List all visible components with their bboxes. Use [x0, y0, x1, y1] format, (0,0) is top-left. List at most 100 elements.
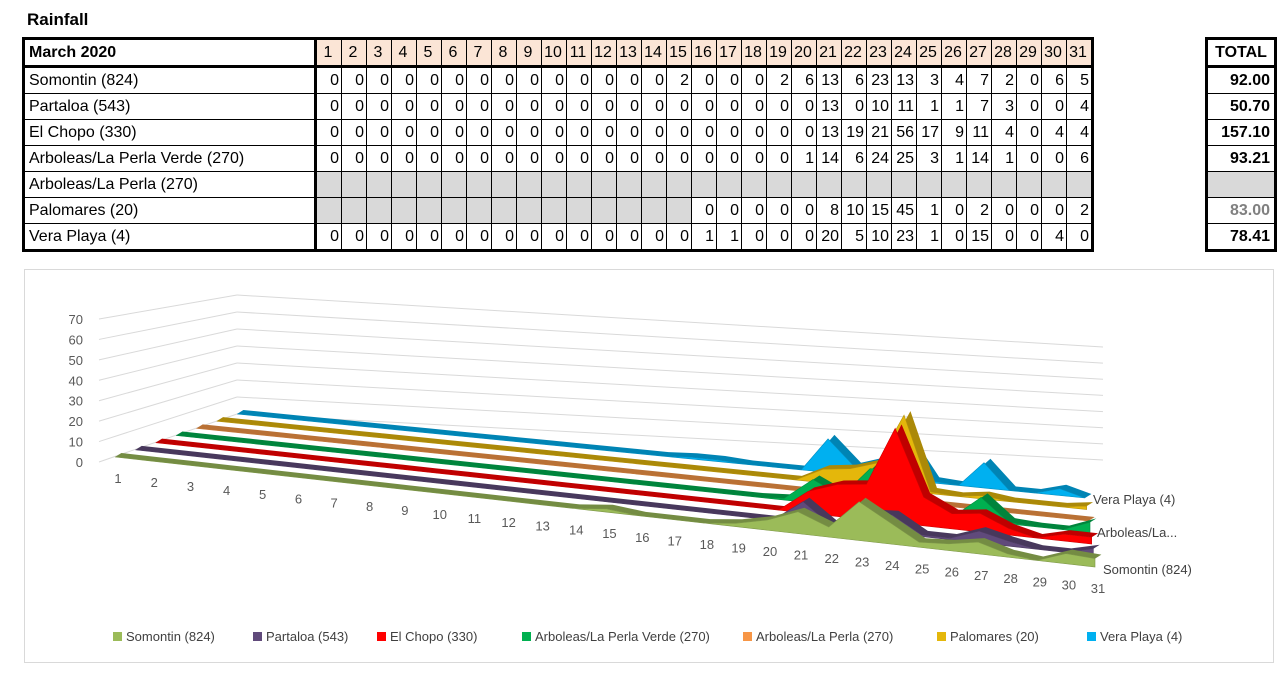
- x-tick-label: 19: [731, 541, 745, 556]
- rain-cell: 0: [616, 119, 642, 146]
- rain-cell: 2: [766, 66, 792, 94]
- rain-cell: 0: [366, 145, 392, 172]
- rain-cell: 6: [791, 66, 817, 94]
- rain-cell: 0: [791, 223, 817, 251]
- rain-cell: 6: [1041, 66, 1067, 94]
- rain-cell: 0: [341, 119, 367, 146]
- rain-cell: 0: [341, 145, 367, 172]
- rain-cell: [766, 171, 792, 198]
- day-header: 8: [491, 38, 517, 67]
- day-header: 29: [1016, 38, 1042, 67]
- rain-cell: [616, 197, 642, 224]
- rain-cell: 0: [1041, 93, 1067, 120]
- rain-cell: 0: [466, 119, 492, 146]
- rain-cell: [666, 197, 692, 224]
- x-tick-label: 30: [1062, 578, 1076, 593]
- rain-cell: 0: [391, 223, 417, 251]
- rain-cell: 0: [441, 223, 467, 251]
- series-ribbon: [135, 445, 1100, 553]
- legend-entry: Vera Playa (4): [1100, 629, 1182, 644]
- rain-cell: 0: [991, 197, 1017, 224]
- rain-cell: 3: [916, 66, 942, 94]
- rain-cell: [416, 171, 442, 198]
- x-tick-label: 14: [569, 522, 583, 537]
- rain-cell: [466, 171, 492, 198]
- rain-cell: 0: [941, 223, 967, 251]
- legend-swatch: [253, 632, 262, 641]
- rain-cell: 14: [816, 145, 842, 172]
- rain-cell: 5: [1066, 66, 1093, 94]
- rain-cell: 0: [366, 119, 392, 146]
- rain-cell: 0: [491, 93, 517, 120]
- rain-cell: 0: [466, 223, 492, 251]
- x-tick-label: 13: [535, 519, 549, 534]
- day-header: 6: [441, 38, 467, 67]
- legend-entry: Palomares (20): [950, 629, 1039, 644]
- rain-cell: 0: [491, 119, 517, 146]
- rain-cell: 0: [391, 145, 417, 172]
- rain-cell: 23: [866, 66, 892, 94]
- x-tick-label: 12: [501, 515, 515, 530]
- rain-cell: [641, 171, 667, 198]
- rain-cell: 0: [315, 66, 342, 94]
- rain-cell: 0: [441, 66, 467, 94]
- rain-cell: 0: [416, 93, 442, 120]
- gridline-left: [98, 328, 238, 361]
- x-tick-label: 23: [855, 555, 869, 570]
- gridline-left: [98, 294, 238, 320]
- rain-cell: 4: [1066, 93, 1093, 120]
- rain-cell: [616, 171, 642, 198]
- rain-cell: 1: [916, 197, 942, 224]
- rain-cell: 0: [1066, 223, 1093, 251]
- rain-cell: 13: [891, 66, 917, 94]
- rain-cell: 0: [315, 119, 342, 146]
- rain-cell: [516, 171, 542, 198]
- rain-cell: 0: [766, 223, 792, 251]
- rain-cell: [516, 197, 542, 224]
- y-tick-label: 10: [69, 435, 83, 450]
- x-tick-label: 27: [974, 568, 988, 583]
- rain-cell: 0: [716, 197, 742, 224]
- day-header: 4: [391, 38, 417, 67]
- total-table: TOTAL 92.00 50.70 157.10 93.21 83.00 78.41: [1205, 37, 1277, 252]
- x-tick-label: 18: [700, 537, 714, 552]
- rain-cell: 0: [691, 145, 717, 172]
- rain-cell: [541, 197, 567, 224]
- page-title: Rainfall: [27, 10, 89, 29]
- gridline: [236, 413, 1104, 461]
- day-header: 9: [516, 38, 542, 67]
- chart-area: 0 10 20 30 40 50 60 70 1 2 3 4 5 6 7 8 9 10 11 12 13 14 15 16 17…: [24, 269, 1274, 663]
- rain-cell: 10: [841, 197, 867, 224]
- station-name: Arboleas/La Perla (270): [23, 171, 317, 198]
- rain-cell: 10: [866, 223, 892, 251]
- day-header: 3: [366, 38, 392, 67]
- rain-cell: 0: [641, 223, 667, 251]
- day-header: 11: [566, 38, 592, 67]
- rain-cell: 0: [516, 223, 542, 251]
- rain-cell: 0: [366, 93, 392, 120]
- rain-cell: 0: [1016, 66, 1042, 94]
- rain-cell: 0: [491, 66, 517, 94]
- day-header: 28: [991, 38, 1017, 67]
- rain-cell: 0: [766, 93, 792, 120]
- x-tick-label: 15: [602, 526, 616, 541]
- rain-cell: 17: [916, 119, 942, 146]
- station-name: El Chopo (330): [23, 119, 317, 146]
- day-header: 15: [666, 38, 692, 67]
- rain-cell: [591, 171, 617, 198]
- day-header: 27: [966, 38, 992, 67]
- rain-cell: [916, 171, 942, 198]
- rain-cell: 0: [416, 66, 442, 94]
- legend-entry: Partaloa (543): [266, 629, 348, 644]
- x-tick-label: 26: [945, 565, 959, 580]
- rain-cell: 4: [1041, 119, 1067, 146]
- rain-cell: 0: [616, 223, 642, 251]
- gridline: [236, 345, 1104, 396]
- rain-cell: 0: [666, 223, 692, 251]
- rain-cell: 0: [315, 223, 342, 251]
- total-row: 78.41: [1206, 223, 1276, 251]
- rain-cell: 2: [966, 197, 992, 224]
- x-tick-label: 7: [331, 495, 338, 510]
- table-row: Arboleas/La Perla Verde (270) 0 0 0 0 0 0 0 0 0 0 0…: [23, 145, 1093, 172]
